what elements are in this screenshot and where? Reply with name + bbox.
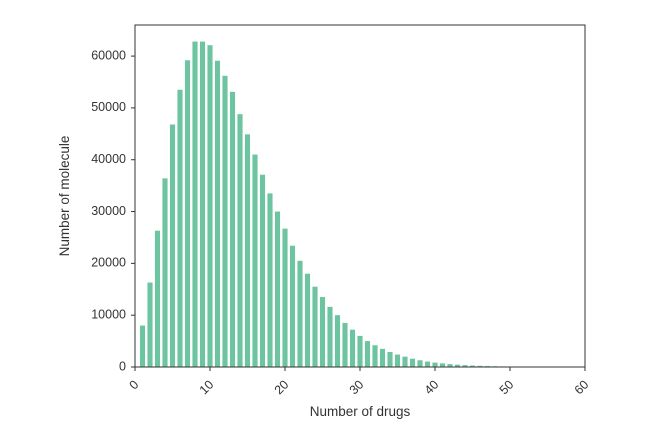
bar-46 xyxy=(477,365,483,367)
bar-43 xyxy=(454,364,461,367)
y-tick-label: 20000 xyxy=(91,256,126,270)
bar-31 xyxy=(364,341,371,367)
y-tick-label: 60000 xyxy=(91,48,126,62)
bar-13 xyxy=(229,91,236,367)
bar-16 xyxy=(252,154,258,367)
y-tick-label: 0 xyxy=(119,359,126,373)
y-tick-label: 10000 xyxy=(91,307,126,321)
bar-37 xyxy=(409,358,416,367)
x-tick-label: 60 xyxy=(572,378,592,398)
bar-19 xyxy=(274,211,281,367)
x-tick-label: 20 xyxy=(272,378,292,398)
bar-25 xyxy=(319,297,326,367)
bar-24 xyxy=(312,286,318,367)
bar-15 xyxy=(244,134,251,367)
y-axis-label: Number of molecule xyxy=(57,136,72,257)
x-tick-label: 50 xyxy=(497,378,517,398)
bar-17 xyxy=(259,174,266,367)
bar-7 xyxy=(184,60,191,368)
bar-30 xyxy=(357,335,363,367)
bar-2 xyxy=(147,282,153,367)
bar-29 xyxy=(349,329,356,367)
bar-23 xyxy=(304,273,311,367)
bar-8 xyxy=(192,41,198,367)
x-tick-label: 30 xyxy=(347,378,367,398)
x-tick-label: 40 xyxy=(422,378,442,398)
x-tick-label: 10 xyxy=(197,378,217,398)
bar-38 xyxy=(417,360,423,367)
bar-18 xyxy=(267,193,273,367)
bar-9 xyxy=(199,41,206,367)
bar-33 xyxy=(379,348,386,367)
x-axis-ticks: 0 10 20 30 40 50 60 xyxy=(127,367,592,398)
bar-5 xyxy=(169,124,176,368)
bar-21 xyxy=(289,245,296,367)
bar-45 xyxy=(469,365,476,367)
y-tick-label: 50000 xyxy=(91,100,126,114)
bar-27 xyxy=(334,315,341,367)
bar-12 xyxy=(222,75,228,367)
bar-10 xyxy=(207,45,213,368)
y-axis-ticks: 0 10000 20000 30000 40000 50000 60000 xyxy=(91,48,135,373)
bar-34 xyxy=(387,351,393,367)
bar-14 xyxy=(237,114,243,367)
x-tick-label: 0 xyxy=(127,378,142,393)
bar-35 xyxy=(394,354,401,367)
bar-36 xyxy=(402,356,408,367)
y-tick-label: 40000 xyxy=(91,152,126,166)
bar-4 xyxy=(162,178,168,367)
bar-42 xyxy=(447,364,453,367)
bar-28 xyxy=(342,322,348,367)
bar-3 xyxy=(154,230,161,367)
x-axis-label: Number of drugs xyxy=(310,404,411,419)
bar-44 xyxy=(462,365,468,367)
bar-11 xyxy=(214,60,221,367)
y-tick-label: 30000 xyxy=(91,204,126,218)
bar-40 xyxy=(432,362,438,367)
bar-6 xyxy=(177,89,183,368)
bar-39 xyxy=(424,361,431,367)
bars-group xyxy=(139,41,581,368)
bar-1 xyxy=(139,325,146,367)
bar-41 xyxy=(439,363,446,367)
bar-20 xyxy=(282,228,288,367)
bar-32 xyxy=(372,345,378,367)
bar-26 xyxy=(327,306,333,367)
bar-22 xyxy=(297,260,303,367)
